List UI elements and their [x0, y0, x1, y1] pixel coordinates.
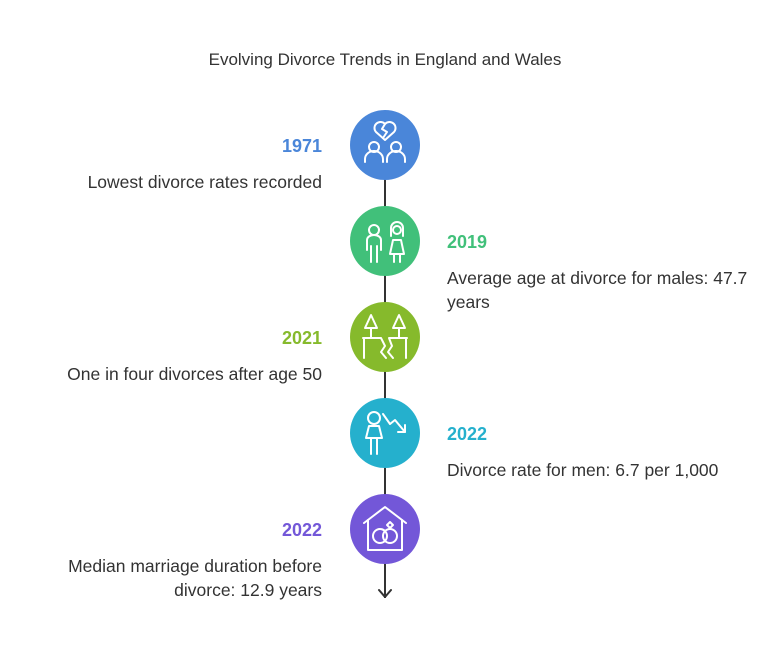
arrow-down-icon	[378, 589, 392, 598]
event-description: One in four divorces after age 50	[67, 364, 322, 384]
timeline-node-1971	[350, 110, 420, 180]
timeline-node-2022-b	[350, 494, 420, 564]
house-with-rings-icon	[363, 506, 407, 551]
event-description: Divorce rate for men: 6.7 per 1,000	[447, 460, 719, 480]
cracked-ground-trees-icon	[362, 314, 408, 359]
event-description: Average age at divorce for males: 47.7 y…	[447, 268, 748, 312]
man-and-woman-icon	[366, 221, 405, 263]
event-description: Lowest divorce rates recorded	[87, 172, 322, 192]
man-declining-arrow-icon	[365, 411, 406, 455]
timeline-segment	[384, 562, 386, 598]
event-year: 2019	[447, 232, 488, 252]
event-year: 2021	[281, 328, 322, 348]
page-title: Evolving Divorce Trends in England and W…	[208, 50, 562, 69]
timeline-node-2021	[350, 302, 420, 372]
timeline-node-2019	[350, 206, 420, 276]
timeline-node-2022	[350, 398, 420, 468]
timeline-segment	[384, 370, 386, 400]
event-description: Median marriage duration before divorce:…	[68, 556, 322, 600]
event-year: 1971	[281, 136, 322, 156]
timeline-segment	[384, 274, 386, 304]
timeline-segment	[384, 178, 386, 208]
timeline-segment	[384, 466, 386, 496]
event-year: 2022	[447, 424, 488, 444]
broken-heart-couple-icon	[364, 121, 406, 163]
event-year: 2022	[281, 520, 322, 540]
